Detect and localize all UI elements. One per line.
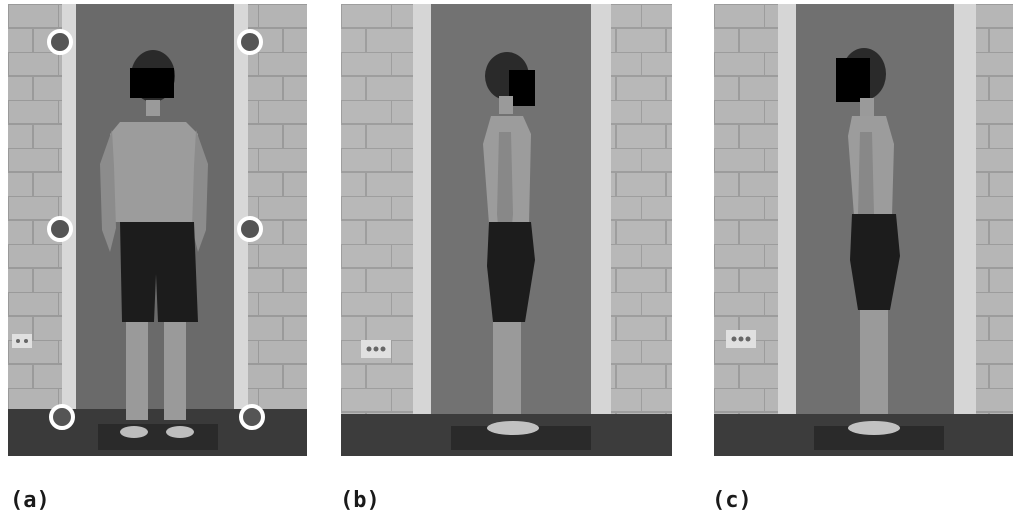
right-pole <box>954 4 976 424</box>
wall-socket <box>12 334 32 348</box>
subject-figure <box>100 50 208 438</box>
wall-socket <box>361 340 391 358</box>
anterior-view-photo <box>8 4 307 456</box>
panel-caption-a: (a) <box>10 488 50 513</box>
left-pole <box>62 4 76 424</box>
calibration-marker-icon <box>47 216 73 242</box>
photo-panel-a <box>8 4 307 456</box>
photo-panel-b <box>341 4 672 456</box>
photo-panel-c <box>714 4 1013 456</box>
right-pole <box>234 4 248 424</box>
calibration-marker-icon <box>49 404 75 430</box>
calibration-marker-icon <box>239 404 265 430</box>
floor-mat <box>98 424 218 450</box>
face-censor-block <box>836 58 870 102</box>
panel-caption-b: (b) <box>340 488 380 513</box>
panel-caption-c: (c) <box>712 488 752 513</box>
wall-socket <box>726 330 756 348</box>
left-pole <box>413 4 431 424</box>
face-censor-block <box>509 70 535 106</box>
subject-figure <box>836 48 900 435</box>
calibration-marker-icon <box>237 29 263 55</box>
right-pole <box>591 4 611 424</box>
left-pole <box>778 4 796 424</box>
calibration-markers <box>47 29 265 430</box>
right-lateral-view-photo <box>341 4 672 456</box>
subject-figure <box>483 52 539 435</box>
calibration-marker-icon <box>237 216 263 242</box>
left-lateral-view-photo <box>714 4 1013 456</box>
calibration-marker-icon <box>47 29 73 55</box>
